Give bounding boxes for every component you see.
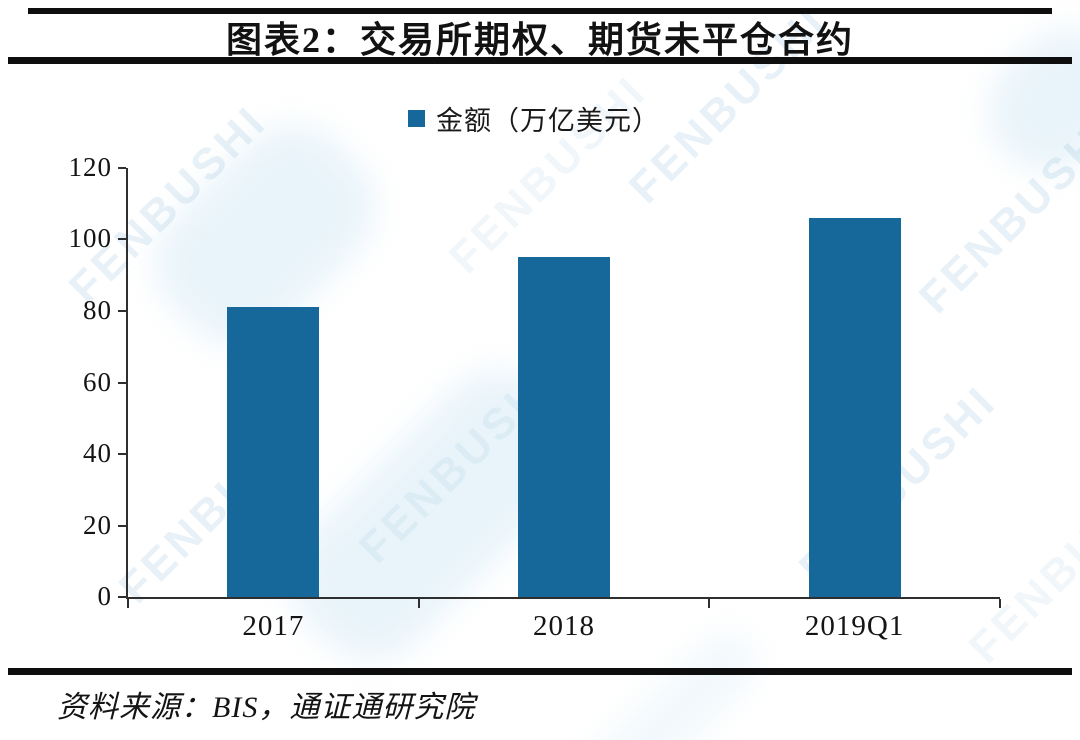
y-tick	[118, 167, 126, 169]
x-tick	[708, 599, 711, 608]
y-axis-label-0: 0	[97, 580, 112, 611]
legend-label: 金额（万亿美元）	[436, 106, 660, 136]
x-axis-label-2018: 2018	[533, 610, 595, 642]
y-tick	[118, 238, 126, 241]
y-tick	[118, 452, 126, 455]
x-axis-label-2019Q1: 2019Q1	[804, 610, 905, 642]
plot-area	[118, 167, 1001, 608]
legend-marker	[408, 110, 425, 127]
y-tick	[118, 596, 126, 598]
y-axis-label-40: 40	[83, 437, 112, 468]
header-bottom-rule	[8, 57, 1072, 64]
bar-2017	[227, 307, 320, 597]
legend: 金额（万亿美元）	[408, 99, 660, 138]
bar-2019Q1	[808, 218, 901, 597]
y-axis-label-120: 120	[68, 151, 112, 182]
y-tick	[118, 309, 126, 312]
y-axis-label-20: 20	[83, 509, 112, 540]
footer-rule	[8, 668, 1072, 675]
bar-2018	[518, 257, 610, 597]
y-tick	[118, 381, 126, 384]
x-axis-label-2017: 2017	[242, 610, 305, 642]
x-tick	[127, 599, 129, 608]
y-tick	[118, 524, 126, 527]
source-note: 资料来源：BIS，通证通研究院	[57, 691, 476, 724]
y-axis-label-60: 60	[83, 366, 112, 397]
x-tick	[417, 599, 420, 608]
y-axis-label-100: 100	[68, 223, 112, 254]
chart-title: 图表2：交易所期权、期货未平仓合约	[225, 20, 854, 60]
header-top-rule	[28, 8, 1052, 14]
x-tick	[999, 599, 1001, 608]
y-axis-label-80: 80	[83, 294, 112, 325]
x-axis-labels: 2017 2018 2019Q1	[128, 612, 1000, 648]
y-axis-labels: 0 20 40 60 80 100 120	[20, 153, 112, 609]
